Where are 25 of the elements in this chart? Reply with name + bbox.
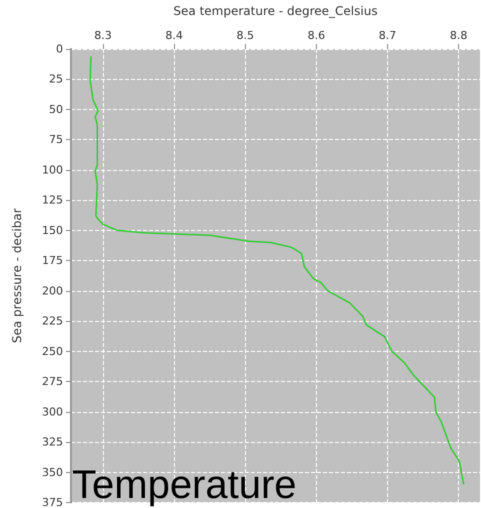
y-tick-label: 50 [49,102,63,116]
y-axis-title: Sea pressure - decibar [10,208,24,344]
y-tick-label: 125 [42,194,63,207]
y-tick-label: 175 [42,254,63,268]
y-tick-label: 250 [42,344,63,358]
y-tick-label: 350 [42,466,63,479]
y-tick-label: 375 [42,496,63,508]
y-tick-label: 325 [42,436,63,449]
y-tick-label: 75 [49,133,63,146]
x-tick-label: 8.4 [165,29,183,42]
x-tick-label: 8.3 [94,29,112,42]
y-tick-label: 25 [49,72,63,86]
y-tick-label: 100 [42,163,63,176]
y-tick-label: 300 [42,405,63,418]
annotation: Temperature [72,463,297,507]
y-tick-label: 150 [42,224,63,237]
x-tick-label: 8.6 [308,29,326,42]
y-tick-label: 200 [42,284,63,298]
y-tick-label: 275 [42,375,63,388]
x-tick-label: 8.8 [450,29,468,42]
x-tick-label: 8.7 [378,29,396,42]
x-axis-title: Sea temperature - degree_Celsius [173,4,378,18]
x-tick-label: 8.5 [236,29,254,42]
y-tick-label: 0 [56,42,63,56]
y-tick-label: 225 [42,314,63,328]
